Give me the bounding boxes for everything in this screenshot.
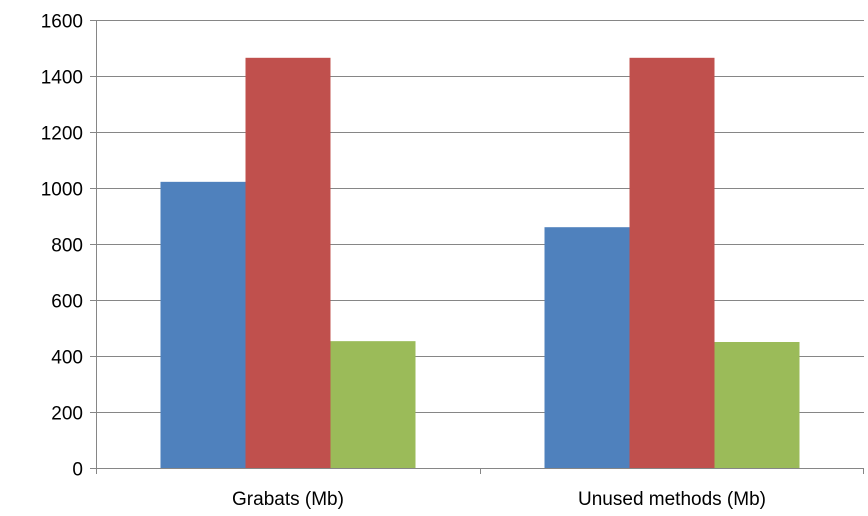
- bar-series2-unused-methods: [629, 57, 715, 469]
- y-tick-label: 0: [72, 460, 83, 481]
- bar-series1-unused-methods: [544, 227, 630, 468]
- x-tick-label: Unused methods (Mb): [578, 489, 766, 510]
- bar-series2-grabats: [245, 57, 331, 469]
- tick-labels: 0 200 400 600 800 1000 1200 1400 1600 Grabats (Mb…: [41, 12, 766, 511]
- bar-series3-unused-methods: [714, 342, 800, 468]
- y-tick-label: 800: [51, 236, 83, 257]
- y-tick-label: 1000: [41, 180, 83, 201]
- y-tick-label: 1400: [41, 68, 83, 89]
- bars: [160, 57, 800, 469]
- bar-series3-grabats: [330, 341, 416, 468]
- y-tick-label: 600: [51, 292, 83, 313]
- y-tick-label: 400: [51, 348, 83, 369]
- x-tick-label: Grabats (Mb): [232, 489, 344, 510]
- axes: [90, 20, 864, 474]
- y-tick-label: 200: [51, 404, 83, 425]
- y-tick-label: 1200: [41, 124, 83, 145]
- bar-series1-grabats: [160, 181, 246, 468]
- y-tick-label: 1600: [41, 12, 83, 33]
